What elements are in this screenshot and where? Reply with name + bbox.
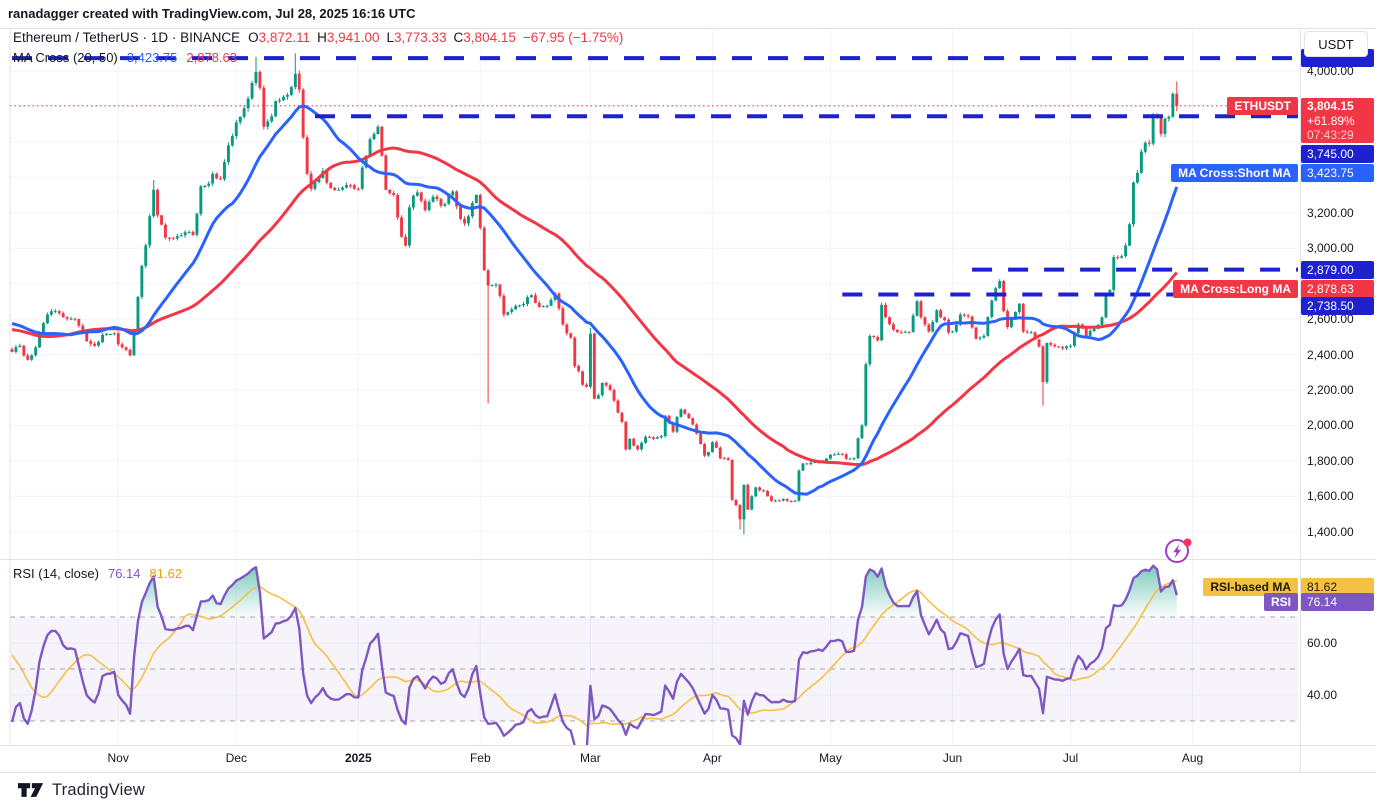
ohlc-close-label: C — [453, 30, 464, 45]
ma-cross-title[interactable]: MA Cross (20, 50) — [13, 50, 118, 65]
ma-cross-long-value: 2,878.63 — [186, 50, 237, 65]
rsi-legend-row: RSI (14, close) 76.14 81.62 — [13, 566, 182, 581]
ohlc-low-label: L — [386, 30, 394, 45]
ma-cross-legend-row: MA Cross (20, 50) 3,423.75 2,878.63 — [13, 50, 237, 65]
symbol-legend-row: Ethereum / TetherUS · 1D · BINANCE O3,872… — [13, 30, 623, 45]
tradingview-logo-text: TradingView — [52, 780, 145, 799]
currency-toggle-button[interactable]: USDT — [1304, 31, 1368, 57]
attribution-bar: ranadagger created with TradingView.com,… — [0, 0, 1376, 28]
tradingview-logo[interactable]: TradingView — [18, 780, 145, 800]
ohlc-close-value: 3,804.15 — [463, 30, 516, 45]
ma-cross-short-value: 3,423.75 — [126, 50, 178, 65]
ohlc-low-value: 3,773.33 — [393, 30, 447, 45]
rsi-ma-value: 81.62 — [149, 566, 183, 581]
attribution-text: ranadagger created with TradingView.com,… — [8, 6, 416, 21]
ohlc-high-label: H — [317, 30, 327, 45]
ohlc-change: −67.95 (−1.75%) — [522, 30, 624, 45]
ohlc-high-value: 3,941.00 — [326, 30, 380, 45]
symbol-title[interactable]: Ethereum / TetherUS · 1D · BINANCE — [13, 30, 241, 45]
ohlc-open-value: 3,872.11 — [258, 30, 311, 45]
ohlc-open-label: O — [248, 30, 259, 45]
boost-icon[interactable] — [1163, 535, 1195, 567]
tradingview-logo-glyph — [18, 783, 44, 797]
rsi-title[interactable]: RSI (14, close) — [13, 566, 99, 581]
rsi-value: 76.14 — [107, 566, 141, 581]
